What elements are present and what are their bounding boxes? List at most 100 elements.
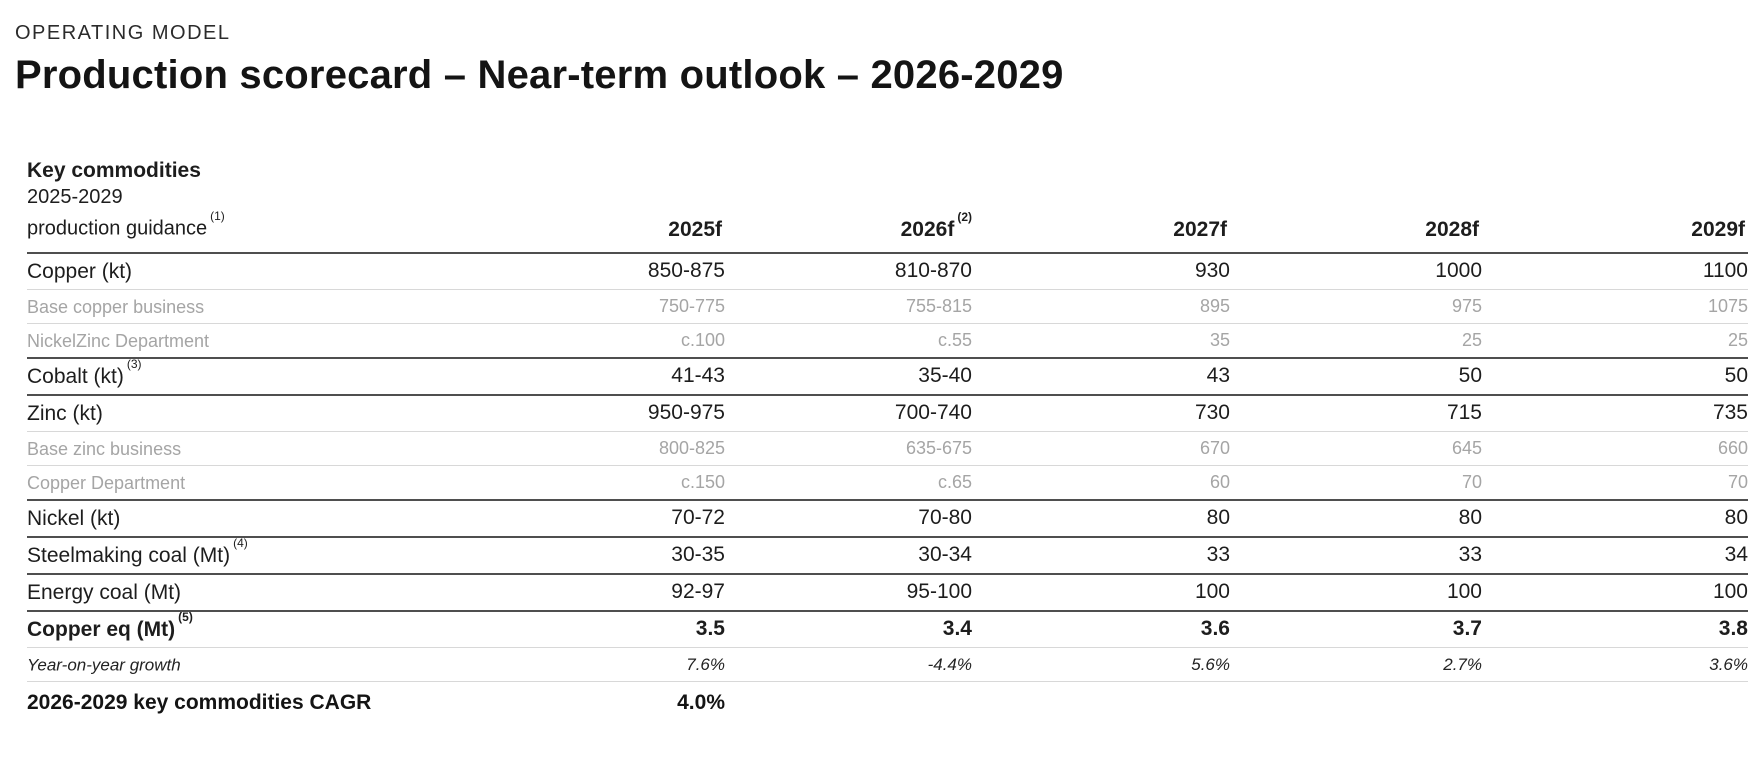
value-2028f (1230, 681, 1482, 724)
value-2025f: 750-775 (477, 289, 725, 324)
value-2029f (1482, 681, 1748, 724)
row-cobalt: Cobalt (kt)(3) 41-43 35-40 43 50 50 (27, 356, 1748, 395)
footnote-marker: (4) (233, 535, 248, 550)
value-2027f: 80 (972, 498, 1230, 537)
table-corner-header: Key commodities 2025-2029 production gui… (27, 158, 477, 253)
value-2029f: 50 (1482, 356, 1748, 395)
value-2026f (725, 681, 972, 724)
row-zinc: Zinc (kt) 950-975 700-740 730 715 735 (27, 393, 1748, 432)
row-label: Base zinc business (27, 431, 477, 466)
value-2027f: 930 (972, 251, 1230, 290)
value-2029f: 735 (1482, 393, 1748, 432)
value-2029f: 80 (1482, 498, 1748, 537)
col-header-2029f: 2029f (1691, 217, 1745, 241)
value-2028f: 25 (1230, 323, 1482, 358)
value-2027f: 43 (972, 356, 1230, 395)
row-yoy-growth: Year-on-year growth 7.6% -4.4% 5.6% 2.7%… (27, 647, 1748, 682)
value-2026f: 95-100 (725, 572, 972, 611)
value-2027f: 60 (972, 465, 1230, 500)
value-2029f: 100 (1482, 572, 1748, 611)
row-nickelzinc-department: NickelZinc Department c.100 c.55 35 25 2… (27, 323, 1748, 358)
row-label: Year-on-year growth (27, 647, 477, 682)
value-2029f: 34 (1482, 535, 1748, 574)
row-nickel: Nickel (kt) 70-72 70-80 80 80 80 (27, 498, 1748, 537)
value-2028f: 70 (1230, 465, 1482, 500)
corner-line-years: 2025-2029 (27, 186, 123, 208)
slide: OPERATING MODEL Production scorecard – N… (15, 22, 1748, 724)
value-2025f: 3.5 (477, 609, 725, 648)
value-2026f: 70-80 (725, 498, 972, 537)
col-header-2025f: 2025f (668, 217, 722, 241)
col-header-2027f: 2027f (1173, 217, 1227, 241)
value-2028f: 645 (1230, 431, 1482, 466)
row-label: Copper Department (27, 465, 477, 500)
value-2029f: 25 (1482, 323, 1748, 358)
footnote-marker: (2) (957, 209, 972, 224)
value-2028f: 100 (1230, 572, 1482, 611)
value-2026f: 3.4 (725, 609, 972, 648)
value-2027f: 5.6% (972, 647, 1230, 682)
value-2025f: 800-825 (477, 431, 725, 466)
value-2027f: 670 (972, 431, 1230, 466)
value-2025f: 70-72 (477, 498, 725, 537)
value-2028f: 975 (1230, 289, 1482, 324)
value-2027f: 35 (972, 323, 1230, 358)
table-header-row: Key commodities 2025-2029 production gui… (27, 158, 1748, 253)
value-2028f: 2.7% (1230, 647, 1482, 682)
value-2027f (972, 681, 1230, 724)
value-2026f: c.55 (725, 323, 972, 358)
value-2029f: 70 (1482, 465, 1748, 500)
value-2029f: 3.8 (1482, 609, 1748, 648)
col-header-2028f: 2028f (1425, 217, 1479, 241)
production-table-wrap: Key commodities 2025-2029 production gui… (27, 158, 1748, 724)
value-2029f: 3.6% (1482, 647, 1748, 682)
row-base-zinc-business: Base zinc business 800-825 635-675 670 6… (27, 431, 1748, 466)
section-label: OPERATING MODEL (15, 22, 231, 44)
value-2027f: 33 (972, 535, 1230, 574)
value-2025f: 950-975 (477, 393, 725, 432)
footnote-marker: (3) (126, 356, 142, 371)
row-label: Copper (kt) (27, 251, 477, 290)
row-copper-eq: Copper eq (Mt)(5) 3.5 3.4 3.6 3.7 3.8 (27, 609, 1748, 648)
value-2028f: 715 (1230, 393, 1482, 432)
row-copper: Copper (kt) 850-875 810-870 930 1000 110… (27, 251, 1748, 290)
value-2027f: 3.6 (972, 609, 1230, 648)
value-2025f: 4.0% (477, 681, 725, 724)
value-2028f: 33 (1230, 535, 1482, 574)
value-2026f: -4.4% (725, 647, 972, 682)
value-2025f: 850-875 (477, 251, 725, 290)
row-cagr: 2026-2029 key commodities CAGR 4.0% (27, 681, 1748, 724)
row-label: 2026-2029 key commodities CAGR (27, 681, 477, 724)
value-2025f: c.150 (477, 465, 725, 500)
value-2028f: 50 (1230, 356, 1482, 395)
row-label: Base copper business (27, 289, 477, 324)
row-label: Energy coal (Mt) (27, 572, 477, 611)
value-2027f: 730 (972, 393, 1230, 432)
value-2027f: 895 (972, 289, 1230, 324)
value-2026f: 635-675 (725, 431, 972, 466)
corner-line-guidance: production guidance(1) (27, 209, 225, 240)
value-2026f: 30-34 (725, 535, 972, 574)
value-2026f: 35-40 (725, 356, 972, 395)
row-label: Steelmaking coal (Mt)(4) (27, 535, 477, 574)
row-label: Nickel (kt) (27, 498, 477, 537)
value-2027f: 100 (972, 572, 1230, 611)
footnote-marker: (5) (178, 609, 193, 624)
page-title: Production scorecard – Near-term outlook… (15, 53, 1064, 97)
row-steelmaking-coal: Steelmaking coal (Mt)(4) 30-35 30-34 33 … (27, 535, 1748, 574)
value-2028f: 80 (1230, 498, 1482, 537)
value-2025f: c.100 (477, 323, 725, 358)
row-base-copper-business: Base copper business 750-775 755-815 895… (27, 289, 1748, 324)
corner-line-key-commodities: Key commodities (27, 159, 201, 182)
row-label: NickelZinc Department (27, 323, 477, 358)
col-header-2026f: 2026f(2) (900, 209, 972, 241)
value-2025f: 41-43 (477, 356, 725, 395)
value-2029f: 660 (1482, 431, 1748, 466)
row-copper-department: Copper Department c.150 c.65 60 70 70 (27, 465, 1748, 500)
row-label: Cobalt (kt)(3) (27, 356, 477, 395)
value-2026f: 810-870 (725, 251, 972, 290)
value-2026f: 755-815 (725, 289, 972, 324)
value-2026f: c.65 (725, 465, 972, 500)
value-2025f: 7.6% (477, 647, 725, 682)
footnote-marker: (1) (210, 209, 225, 223)
